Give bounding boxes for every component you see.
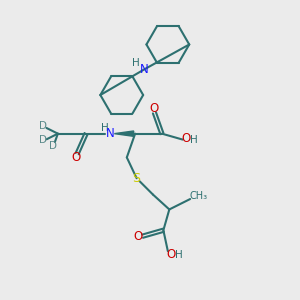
Text: O: O	[150, 102, 159, 115]
Text: N: N	[106, 127, 114, 140]
Text: O: O	[166, 248, 176, 261]
Text: H: H	[175, 250, 183, 260]
Text: O: O	[134, 230, 143, 243]
Text: D: D	[39, 121, 47, 131]
Text: H: H	[190, 135, 198, 145]
Text: D: D	[39, 135, 47, 145]
Polygon shape	[114, 131, 134, 136]
Text: D: D	[49, 140, 56, 151]
Text: O: O	[181, 132, 190, 145]
Text: S: S	[133, 172, 141, 185]
Text: H: H	[133, 58, 140, 68]
Text: CH₃: CH₃	[189, 191, 208, 201]
Text: O: O	[71, 151, 80, 164]
Text: H: H	[101, 123, 109, 133]
Text: N: N	[140, 63, 149, 76]
